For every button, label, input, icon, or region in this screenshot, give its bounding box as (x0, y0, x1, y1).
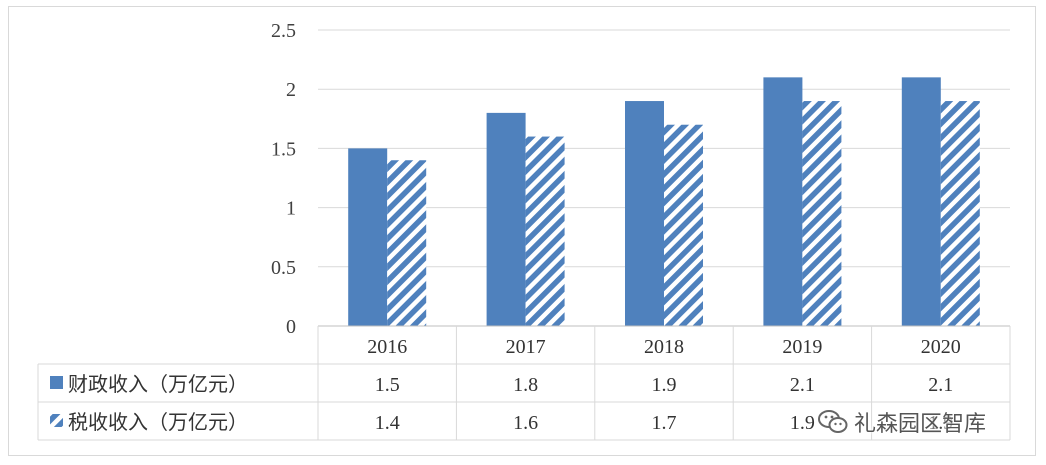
bar-tax-revenue (940, 101, 980, 326)
watermark: 礼森园区智库 (818, 404, 986, 440)
bar-tax-revenue (802, 101, 842, 326)
data-label: 1.5 (375, 374, 400, 396)
legend-key-tax-revenue (50, 414, 63, 427)
x-category-label: 2020 (921, 336, 961, 358)
watermark-text: 礼森园区智库 (854, 412, 987, 437)
data-label: 1.4 (375, 412, 400, 434)
y-tick-label: 0 (286, 316, 296, 338)
bar-tax-revenue (664, 124, 703, 326)
y-tick-label: 1.5 (271, 138, 296, 160)
data-label: 1.7 (652, 412, 677, 434)
bar-fiscal-revenue (763, 77, 803, 326)
wechat-icon (818, 409, 848, 435)
legend-label: 财政收入（万亿元） (68, 372, 248, 396)
legend-key-fiscal-revenue (50, 376, 63, 389)
bar-fiscal-revenue (625, 101, 664, 326)
x-category-label: 2016 (367, 336, 407, 358)
bar-tax-revenue (525, 136, 565, 326)
y-tick-label: 1 (286, 198, 296, 220)
data-label: 1.9 (790, 412, 815, 434)
x-category-label: 2019 (782, 336, 822, 358)
legend-label: 税收收入（万亿元） (68, 410, 248, 434)
bar-fiscal-revenue (486, 112, 526, 326)
bar-tax-revenue (387, 160, 427, 326)
data-label: 2.1 (928, 374, 953, 396)
y-tick-label: 0.5 (271, 257, 296, 279)
data-label: 2.1 (790, 374, 815, 396)
x-category-label: 2018 (644, 336, 684, 358)
data-label: 1.8 (513, 374, 538, 396)
bar-fiscal-revenue (901, 77, 941, 326)
y-tick-label: 2.5 (271, 20, 296, 42)
data-label: 1.9 (928, 412, 953, 434)
data-label: 1.9 (652, 374, 677, 396)
x-category-label: 2017 (506, 336, 546, 358)
data-table: 2016 2017 2018 2019 2020 财政收入（万亿元） 1.5 1.8 1.9 2.… (37, 325, 1011, 441)
y-axis-ticks: 0 0.5 1 1.5 2 2.5 (271, 20, 296, 338)
data-label: 1.6 (513, 412, 538, 434)
y-tick-label: 2 (286, 79, 296, 101)
bars (348, 77, 980, 326)
bar-fiscal-revenue (348, 148, 388, 326)
